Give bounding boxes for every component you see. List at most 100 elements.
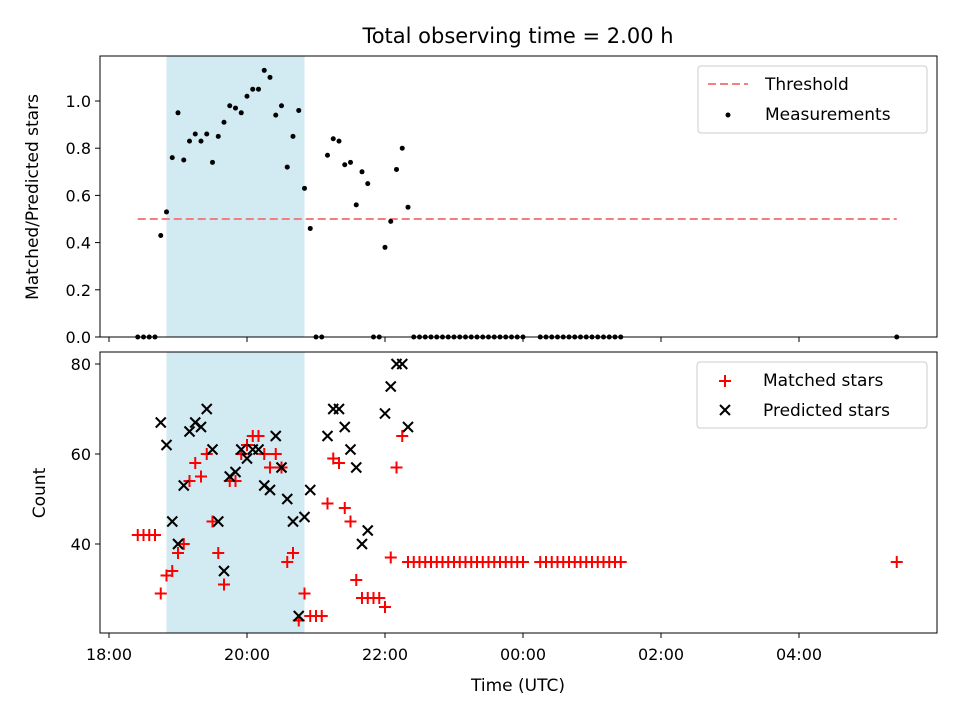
matched-star-point [166, 565, 179, 577]
predicted-star-point [183, 425, 196, 438]
measurement-point [394, 166, 399, 172]
predicted-star-point [229, 466, 242, 478]
predicted-star-stroke [212, 515, 224, 528]
top-panel: 0.0 0.2 0.4 0.6 0.8 1.0 Matched/Predicted sta… [23, 55, 938, 347]
matched-star-point [390, 461, 403, 474]
matched-star-point [189, 457, 202, 469]
matched-star-point [212, 547, 225, 559]
matched-star-point [517, 556, 529, 568]
measurement-point [227, 103, 233, 109]
matched-star-point [177, 538, 190, 550]
predicted-star-point [287, 515, 299, 528]
predicted-star-stroke [201, 403, 213, 415]
predicted-star-stroke [172, 538, 184, 550]
matched-star-point [172, 547, 184, 559]
predicted-star-stroke [155, 416, 167, 429]
predicted-star-point [293, 610, 305, 622]
measurement-point [336, 138, 342, 144]
predicted-star-stroke [402, 421, 414, 433]
bottom-y-tick-label: 60 [71, 445, 91, 464]
measurement-point [307, 225, 313, 231]
predicted-star-stroke [189, 416, 201, 429]
predicted-star-point [241, 452, 253, 465]
bottom-x-tick-label: 20:00 [224, 645, 270, 664]
measurement-point [192, 131, 198, 137]
predicted-star-point [172, 538, 184, 550]
measurement-point [215, 133, 221, 139]
matched-star-point [373, 592, 386, 604]
legend-measurements-label: Measurements [765, 105, 891, 125]
top-y-tick-label: 0.4 [66, 234, 91, 253]
predicted-star-stroke [206, 443, 219, 456]
predicted-star-point [166, 515, 178, 528]
measurement-point [267, 74, 273, 80]
measurement-point [388, 218, 394, 224]
measurement-point [158, 233, 164, 239]
predicted-star-stroke [287, 515, 299, 528]
measurement-point [175, 110, 181, 116]
top-y-tick-label: 0.2 [66, 281, 91, 300]
predicted-star-point [321, 430, 334, 442]
predicted-star-stroke [178, 479, 190, 492]
predicted-star-stroke [160, 439, 173, 451]
legend-measurements-swatch [725, 112, 731, 118]
measurement-point [164, 209, 169, 215]
matched-star-point [264, 461, 276, 474]
measurement-point [382, 244, 388, 250]
predicted-star-stroke [362, 524, 374, 537]
top-axes-frame [99, 55, 938, 338]
predicted-star-stroke [304, 484, 316, 496]
bottom-x-tick-label: 18:00 [86, 645, 132, 664]
top-y-axis-label: Matched/Predicted stars [23, 94, 43, 300]
predicted-star-point [206, 443, 219, 456]
measurement-point [296, 107, 302, 113]
predicted-star-stroke [396, 358, 408, 370]
top-y-tick-label: 1.0 [66, 92, 91, 111]
top-y-tick-label: 0.8 [66, 139, 91, 158]
matched-star-point [338, 502, 351, 514]
predicted-star-point [350, 461, 362, 474]
measurement-point [250, 86, 256, 92]
matched-star-point [241, 439, 253, 451]
measurement-point [325, 152, 330, 158]
predicted-star-point [235, 443, 247, 456]
measurement-point [181, 157, 187, 163]
matched-star-point [321, 497, 334, 510]
legend-matched-label: Matched stars [763, 371, 883, 391]
measurement-point [221, 119, 227, 125]
predicted-star-stroke [264, 484, 276, 496]
predicted-star-stroke [339, 421, 351, 433]
matched-star-point [183, 475, 196, 487]
matched-star-point [614, 556, 627, 568]
measurement-point [198, 138, 204, 144]
measurement-point [169, 155, 175, 161]
predicted-star-stroke [235, 443, 247, 456]
legend-predicted-label: Predicted stars [763, 401, 890, 421]
legend-matched-swatch [719, 375, 731, 387]
predicted-star-stroke [252, 443, 265, 456]
predicted-star-stroke [195, 421, 207, 433]
measurements-layer [135, 67, 900, 340]
measurement-point [330, 136, 336, 142]
measurement-point [244, 93, 250, 99]
matched-star-point [218, 578, 230, 591]
predicted-star-stroke [275, 461, 288, 474]
top-legend: Threshold Measurements [697, 65, 928, 134]
bottom-legend-box [696, 361, 928, 429]
predicted-star-point [281, 493, 293, 505]
predicted-star-point [195, 421, 207, 433]
measurement-point [187, 138, 192, 144]
bottom-x-tick-label: 04:00 [776, 645, 822, 664]
matched-star-point [206, 515, 219, 528]
measurement-point [210, 159, 215, 165]
matched-star-point [281, 556, 294, 568]
matched-star-point [195, 470, 207, 483]
predicted-star-stroke [344, 443, 357, 456]
predicted-star-point [218, 565, 230, 577]
predicted-star-point [385, 380, 397, 393]
top-observing-window [166, 56, 305, 337]
predicted-star-stroke [379, 407, 391, 420]
matched-star-point [350, 574, 363, 586]
legend-predicted-swatch [719, 404, 731, 416]
